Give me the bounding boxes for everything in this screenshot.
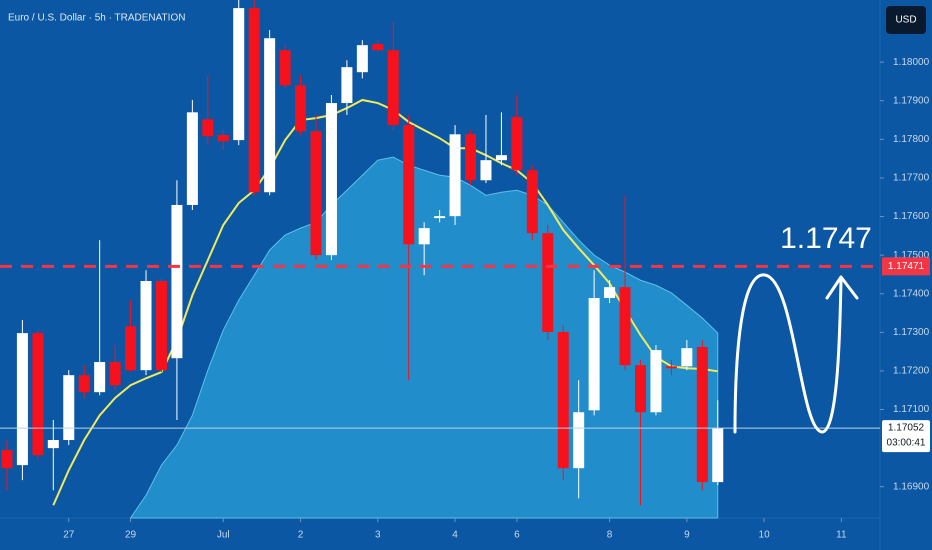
y-tick-label: 1.17700 [893,173,930,184]
x-tick-label: 8 [607,530,613,541]
candle-body [233,8,245,141]
candle-body [279,50,291,86]
candle-body [495,155,507,161]
candle-body [573,412,585,469]
candle-body [449,134,461,217]
y-tick-label: 1.17300 [893,327,930,338]
y-tick-label: 1.17600 [893,211,930,222]
candle-body [542,233,554,332]
last-price-label: 1.17052 [888,423,925,434]
candle-body [47,440,59,449]
candle-layer [1,0,724,506]
candle-body [665,366,677,369]
candle-body [356,45,368,73]
y-tick-label: 1.16900 [893,481,930,492]
candle-body [248,8,260,193]
annotation: 1.1747 [780,222,872,255]
grid-layer [68,61,884,522]
candle-body [310,131,322,256]
candle-body [372,44,384,51]
chart-title: Euro / U.S. Dollar · 5h · TRADENATION [8,13,185,24]
candle-body [186,112,198,205]
candle-body [681,348,693,367]
currency-button[interactable] [886,6,926,34]
candle-body [387,50,399,126]
candle-body [341,67,353,104]
candle-body [712,428,724,483]
y-tick-label: 1.17200 [893,366,930,377]
y-tick-label: 1.17500 [893,250,930,261]
projection-arrowhead [825,275,859,300]
candle-body [650,350,662,413]
y-tick-label: 1.17400 [893,288,930,299]
candle-body [403,125,415,245]
candle-body [325,103,337,256]
candle-body [465,134,477,181]
x-tick-label: 3 [375,530,381,541]
y-tick-label: 1.17900 [893,95,930,106]
candle-body [526,170,538,234]
candle-body [202,119,214,137]
candle-body [171,204,183,359]
x-tick-label: 9 [684,530,690,541]
candle-body [1,450,13,469]
candle-body [16,333,28,466]
x-tick-label: Jul [217,530,230,541]
candle-body [434,216,446,219]
x-tick-label: 27 [63,530,75,541]
candle-body [696,347,708,483]
candle-body [78,375,90,393]
candle-body [32,333,44,456]
level-price-label: 1.17471 [888,261,925,272]
x-tick-label: 6 [514,530,520,541]
y-tick-label: 1.18000 [893,57,930,68]
candle-body [480,160,492,181]
y-tick-label: 1.17800 [893,134,930,145]
last-price-box [882,420,930,453]
overlay-layer [0,264,880,429]
x-tick-label: 4 [452,530,458,541]
x-tick-label: 29 [125,530,137,541]
candle-body [511,116,523,171]
candle-body [588,297,600,411]
candle-body [125,326,137,371]
candle-body [217,135,229,142]
level-price-box [882,257,930,276]
x-tick-label: 2 [298,530,304,541]
projection-curve [733,273,843,434]
candle-body [604,287,616,298]
y-tick-label: 1.17100 [893,404,930,415]
candle-body [264,38,276,193]
candle-body [557,331,569,469]
candle-body [634,365,646,413]
candle-body [155,281,167,371]
candle-body [140,281,152,371]
x-tick-label: 10 [759,530,771,541]
countdown-label: 03:00:41 [887,438,926,449]
candle-body [295,85,307,132]
candle-body [63,375,75,441]
candle-body [109,362,121,386]
candle-body [94,362,106,393]
x-tick-label: 11 [836,530,847,541]
candle-body [619,287,631,366]
candle-body [418,228,430,245]
currency-label[interactable]: USD [895,15,916,26]
